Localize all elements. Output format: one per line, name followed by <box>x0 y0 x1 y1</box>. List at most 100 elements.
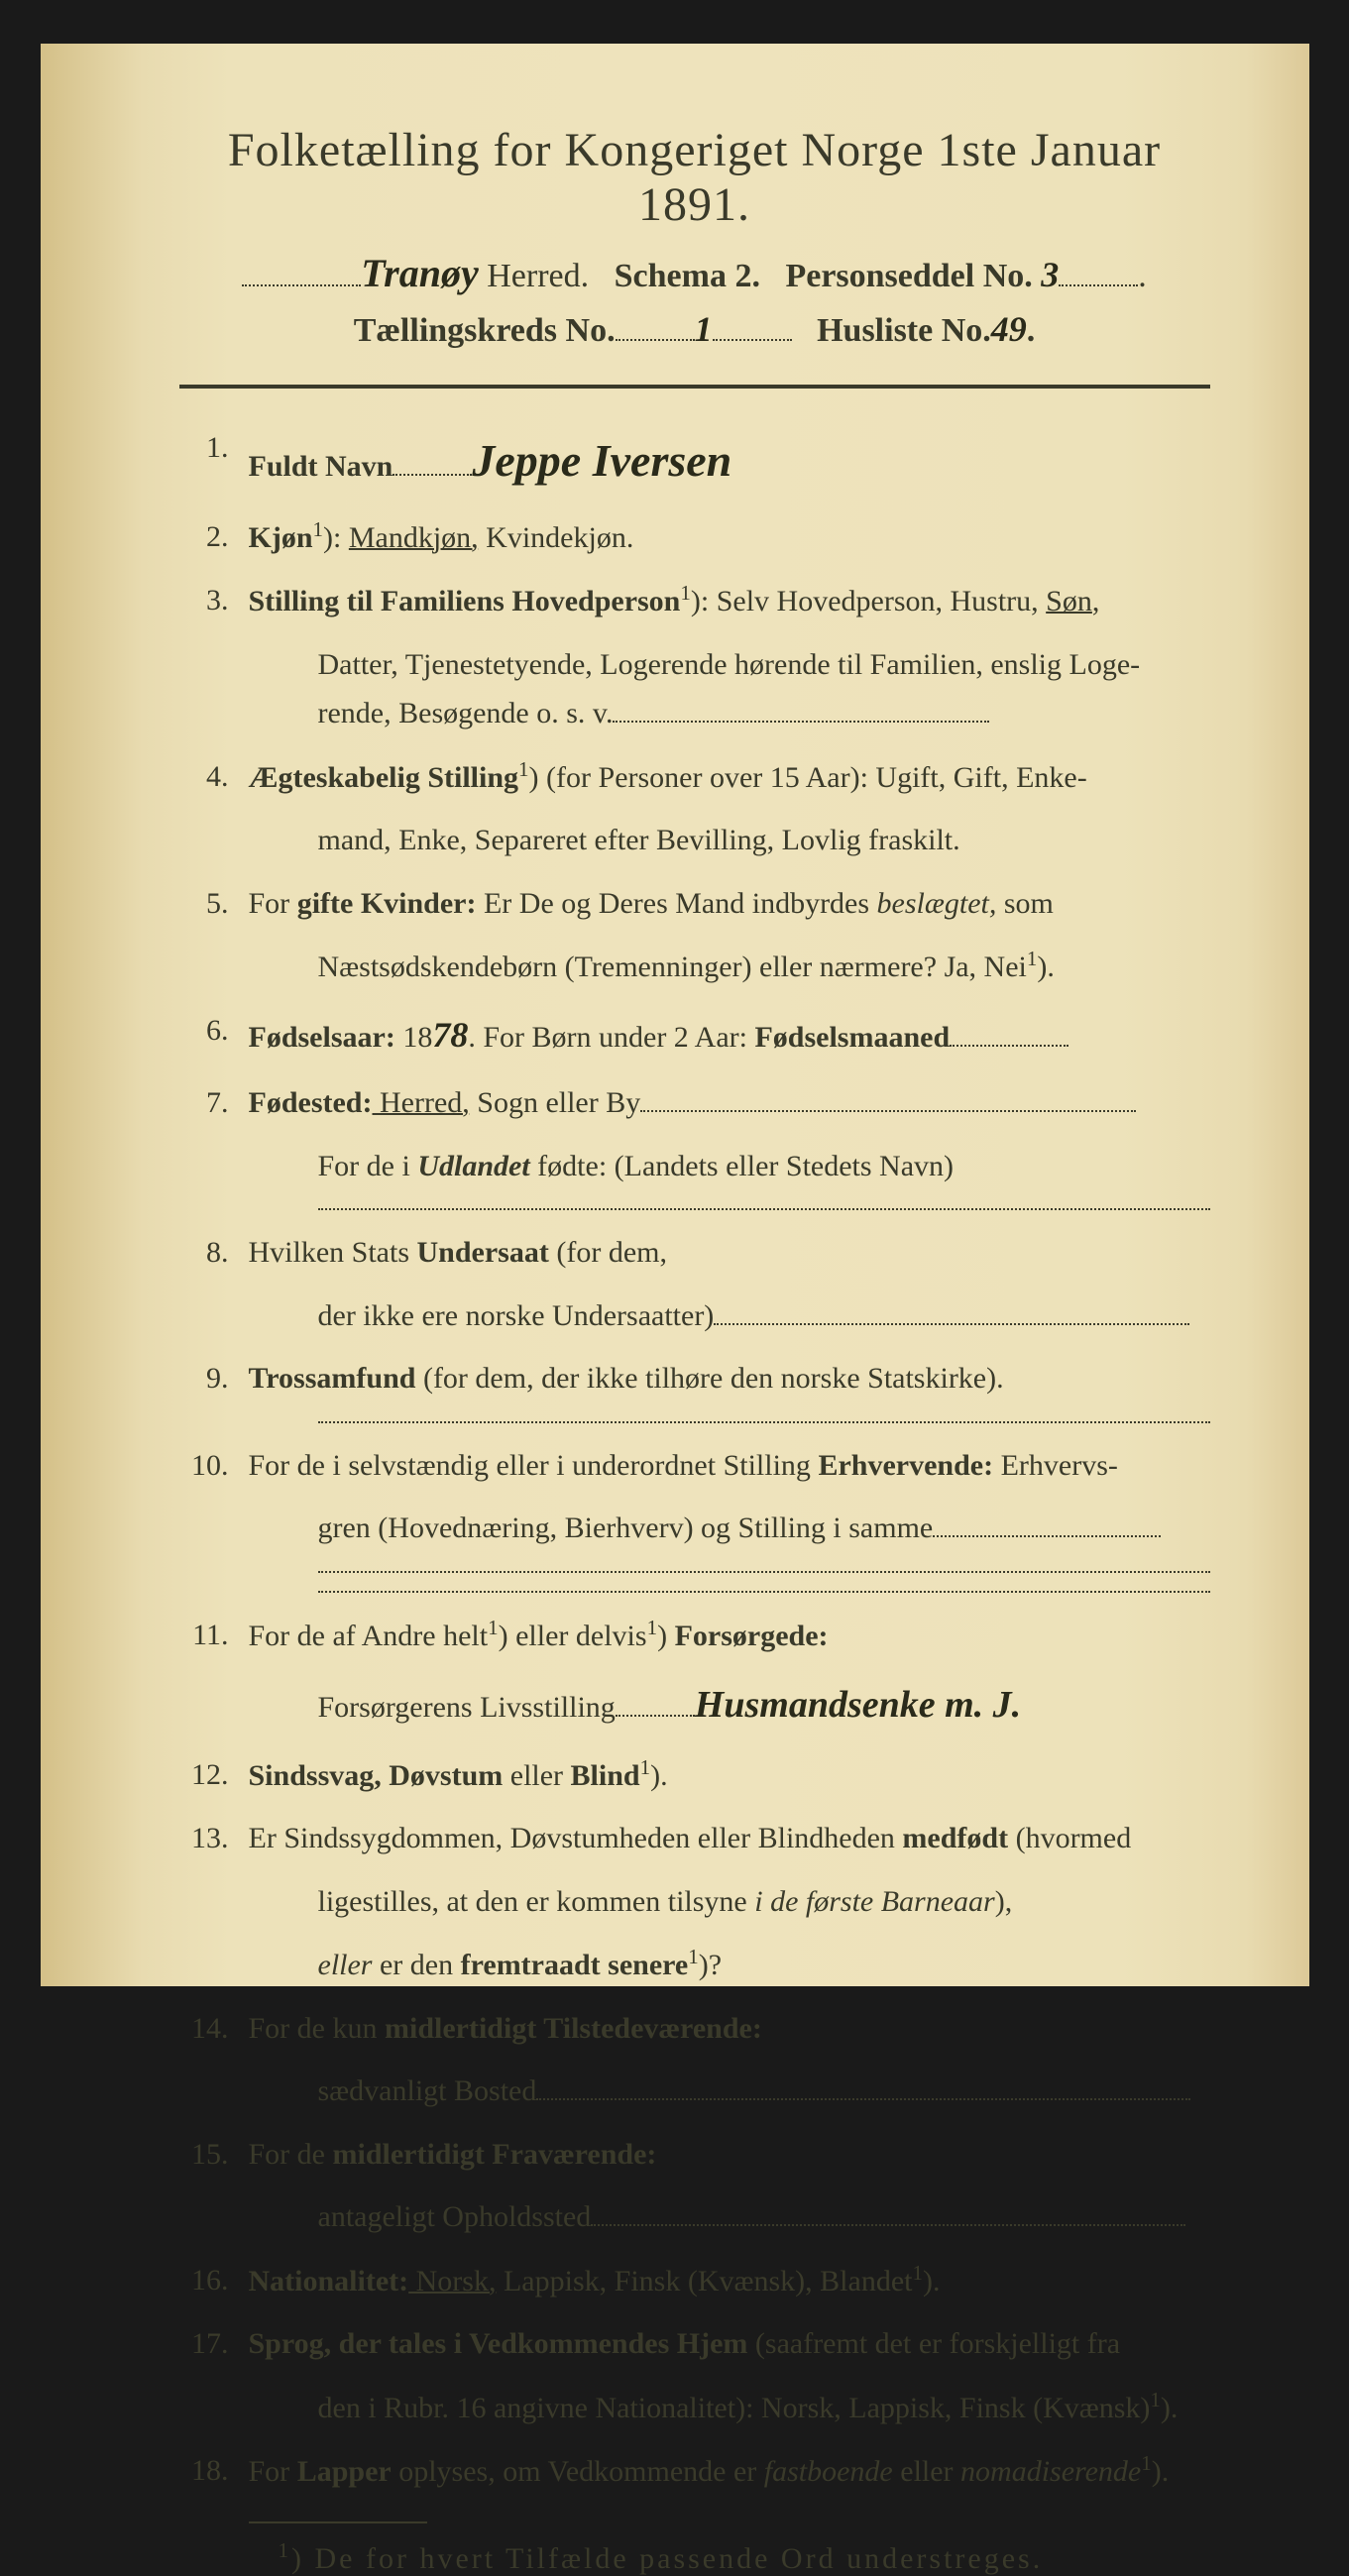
item-content: Hvilken Stats Undersaat (for dem, <box>249 1228 1210 1278</box>
item-number: 7. <box>179 1078 249 1128</box>
item-9: 9. Trossamfund (for dem, der ikke tilhør… <box>179 1354 1210 1403</box>
item-number: 18. <box>179 2446 249 2496</box>
item-content: Er Sindssygdommen, Døvstumheden eller Bl… <box>249 1814 1210 1863</box>
item-13-cont2: eller er den fremtraadt senere1)? <box>318 1940 1210 1990</box>
item-number: 5. <box>179 879 249 929</box>
item-6: 6. Fødselsaar: 1878. For Børn under 2 Aa… <box>179 1006 1210 1064</box>
item-3-cont: Datter, Tjenestetyende, Logerende hørend… <box>318 640 1210 738</box>
item-7-cont: For de i Udlandet fødte: (Landets eller … <box>318 1142 1210 1191</box>
item-content: For de af Andre helt1) eller delvis1) Fo… <box>249 1611 1210 1661</box>
item-12: 12. Sindssvag, Døvstum eller Blind1). <box>179 1750 1210 1801</box>
dotted-line <box>318 1591 1210 1593</box>
label: Ægteskabelig Stilling <box>249 761 519 794</box>
label: midlertidigt Fraværende: <box>333 2138 657 2171</box>
husliste-no: 49 <box>991 309 1027 349</box>
item-content: For de i selvstændig eller i underordnet… <box>249 1441 1210 1491</box>
item-number: 13. <box>179 1814 249 1863</box>
item-number: 9. <box>179 1354 249 1403</box>
item-4: 4. Ægteskabelig Stilling1) (for Personer… <box>179 752 1210 803</box>
item-content: Kjøn1): Mandkjøn, Kvindekjøn. <box>249 512 1210 563</box>
item-15: 15. For de midlertidigt Fraværende: <box>179 2130 1210 2180</box>
census-form-page: Folketælling for Kongeriget Norge 1ste J… <box>41 44 1309 1986</box>
dotted-leader <box>616 339 695 341</box>
taellingskreds-no: 1 <box>695 309 713 349</box>
item-3: 3. Stilling til Familiens Hovedperson1):… <box>179 576 1210 626</box>
label: Fødested: <box>249 1086 373 1119</box>
item-number: 17. <box>179 2319 249 2369</box>
item-10-cont: gren (Hovednæring, Bierhverv) og Stillin… <box>318 1504 1210 1553</box>
personseddel-label: Personseddel No. <box>785 258 1032 294</box>
item-14-cont: sædvanligt Bosted <box>318 2067 1210 2116</box>
son-underlined: Søn <box>1046 585 1092 617</box>
item-number: 12. <box>179 1750 249 1800</box>
dotted-leader <box>713 339 792 341</box>
dotted-line <box>318 1208 1210 1210</box>
herred-handwritten: Tranøy <box>361 251 479 295</box>
item-17: 17. Sprog, der tales i Vedkommendes Hjem… <box>179 2319 1210 2369</box>
year-handwritten: 78 <box>432 1015 468 1055</box>
herred-underlined: Herred, <box>372 1086 469 1119</box>
livsstilling-handwritten: Husmandsenke m. J. <box>695 1684 1021 1726</box>
taellingskreds-label: Tællingskreds No. <box>354 312 616 349</box>
label: Sprog, der tales i Vedkommendes Hjem <box>249 2327 748 2360</box>
form-title: Folketælling for Kongeriget Norge 1ste J… <box>179 123 1210 232</box>
item-4-cont: mand, Enke, Separeret efter Bevilling, L… <box>318 816 1210 865</box>
item-content: Stilling til Familiens Hovedperson1): Se… <box>249 576 1210 626</box>
footnote: 1) De for hvert Tilfælde passende Ord un… <box>279 2538 1210 2576</box>
item-content: For de midlertidigt Fraværende: <box>249 2130 1210 2180</box>
item-content: Ægteskabelig Stilling1) (for Personer ov… <box>249 752 1210 803</box>
item-number: 8. <box>179 1228 249 1278</box>
item-8-cont: der ikke ere norske Undersaatter) <box>318 1291 1210 1341</box>
item-17-cont: den i Rubr. 16 angivne Nationalitet): No… <box>318 2383 1210 2433</box>
item-11-cont: Forsørgerens LivsstillingHusmandsenke m.… <box>318 1674 1210 1736</box>
label: Fuldt Navn <box>249 450 393 483</box>
item-13-cont1: ligestilles, at den er kommen tilsyne i … <box>318 1877 1210 1927</box>
name-handwritten: Jeppe Iversen <box>472 435 731 486</box>
item-2: 2. Kjøn1): Mandkjøn, Kvindekjøn. <box>179 512 1210 563</box>
item-8: 8. Hvilken Stats Undersaat (for dem, <box>179 1228 1210 1278</box>
form-header: Folketælling for Kongeriget Norge 1ste J… <box>179 123 1210 350</box>
label: Fødselsaar: <box>249 1021 395 1054</box>
label: Trossamfund <box>249 1362 416 1395</box>
item-10: 10. For de i selvstændig eller i underor… <box>179 1441 1210 1491</box>
schema-label: Schema 2. <box>615 258 760 294</box>
item-1: 1. Fuldt NavnJeppe Iversen <box>179 423 1210 499</box>
dotted-line <box>318 1571 1210 1573</box>
label: Sindssvag, Døvstum <box>249 1759 504 1792</box>
husliste-label: Husliste No. <box>817 312 991 349</box>
dotted-leader <box>1059 284 1138 286</box>
mandkjon-underlined: Mandkjøn, <box>349 521 479 554</box>
personseddel-no: 3 <box>1041 255 1059 294</box>
label: Kjøn <box>249 521 313 554</box>
label: Forsørgede: <box>675 1620 829 1652</box>
item-content: For gifte Kvinder: Er De og Deres Mand i… <box>249 879 1210 929</box>
herred-line: Tranøy Herred. Schema 2. Personseddel No… <box>179 250 1210 296</box>
item-number: 15. <box>179 2130 249 2180</box>
item-content: Nationalitet: Norsk, Lappisk, Finsk (Kvæ… <box>249 2256 1210 2306</box>
label: Undersaat <box>417 1236 549 1269</box>
label: Stilling til Familiens Hovedperson <box>249 585 681 617</box>
item-15-cont: antageligt Opholdssted <box>318 2192 1210 2242</box>
label: gifte Kvinder: <box>297 887 477 920</box>
item-16: 16. Nationalitet: Norsk, Lappisk, Finsk … <box>179 2256 1210 2306</box>
item-number: 4. <box>179 752 249 802</box>
label: Erhvervende: <box>818 1449 993 1482</box>
item-content: For de kun midlertidigt Tilstedeværende: <box>249 2004 1210 2054</box>
label: medfødt <box>902 1822 1008 1854</box>
header-rule <box>179 385 1210 389</box>
label: Nationalitet: <box>249 2265 409 2297</box>
item-18: 18. For Lapper oplyses, om Vedkommende e… <box>179 2446 1210 2497</box>
item-number: 3. <box>179 576 249 625</box>
item-13: 13. Er Sindssygdommen, Døvstumheden elle… <box>179 1814 1210 1863</box>
item-content: Fødselsaar: 1878. For Børn under 2 Aar: … <box>249 1006 1210 1064</box>
item-number: 6. <box>179 1006 249 1056</box>
item-number: 14. <box>179 2004 249 2054</box>
item-content: Sindssvag, Døvstum eller Blind1). <box>249 1750 1210 1801</box>
item-5-cont: Næstsødskendebørn (Tremenninger) eller n… <box>318 942 1210 992</box>
item-number: 10. <box>179 1441 249 1491</box>
item-7: 7. Fødested: Herred, Sogn eller By <box>179 1078 1210 1128</box>
item-number: 16. <box>179 2256 249 2305</box>
item-content: For Lapper oplyses, om Vedkommende er fa… <box>249 2446 1210 2497</box>
dotted-line <box>318 1421 1210 1423</box>
item-14: 14. For de kun midlertidigt Tilstedevære… <box>179 2004 1210 2054</box>
